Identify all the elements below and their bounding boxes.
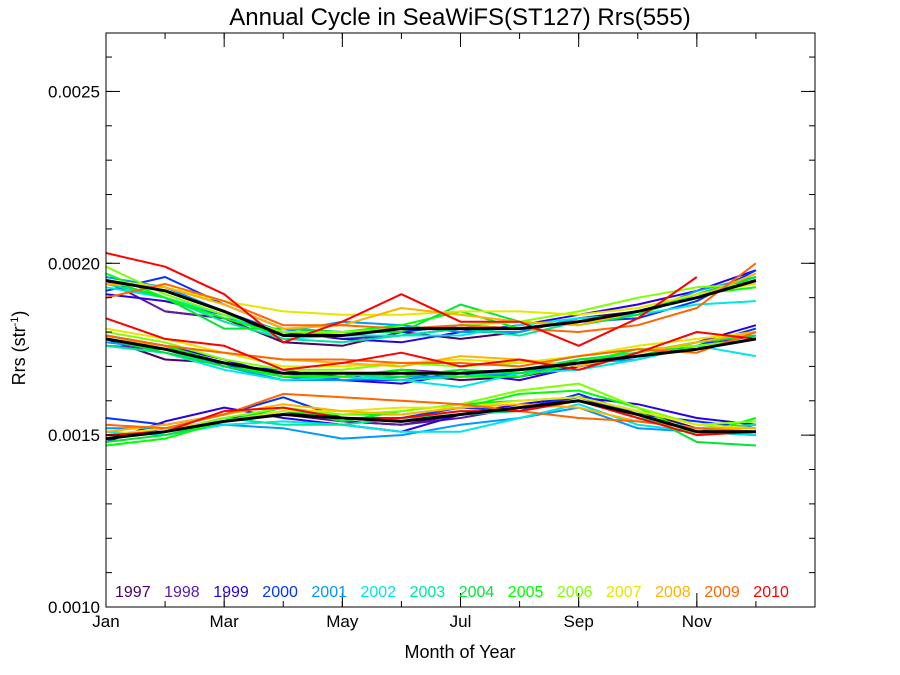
mean-line-middle xyxy=(105,337,757,375)
legend-label-2008: 2008 xyxy=(655,584,691,601)
chart-title: Annual Cycle in SeaWiFS(ST127) Rrs(555) xyxy=(229,4,691,31)
legend-label-2003: 2003 xyxy=(410,584,446,601)
series-line-1999-lower xyxy=(105,396,757,443)
series-line-2010-upper xyxy=(105,252,698,347)
x-axis-label: Month of Year xyxy=(404,642,515,662)
y-tick-label: 0.0015 xyxy=(48,426,100,445)
legend-label-2009: 2009 xyxy=(704,584,740,601)
svg-text:Rrs (str-1): Rrs (str-1) xyxy=(9,311,29,386)
series-line-2000-upper xyxy=(105,269,757,333)
plot-frame xyxy=(105,32,816,608)
plot-lines xyxy=(105,252,757,447)
x-tick-label: May xyxy=(326,612,359,631)
mean-line-lower xyxy=(105,399,756,441)
legend-label-2006: 2006 xyxy=(557,584,593,601)
legend: 1997 1998 1999 2000 2001 2002 2003 2004 2005 2006… xyxy=(115,584,789,601)
x-tick-label: Nov xyxy=(682,612,713,631)
y-axis-label-main: Rrs (str xyxy=(9,326,29,385)
legend-label-2004: 2004 xyxy=(459,584,495,601)
x-tick-label: Jan xyxy=(92,612,119,631)
series-line-2005-middle xyxy=(105,334,757,378)
legend-label-2005: 2005 xyxy=(508,584,544,601)
series-line-2008-upper xyxy=(105,272,757,330)
y-tick-label: 0.0025 xyxy=(48,82,100,101)
legend-label-2002: 2002 xyxy=(361,584,397,601)
legend-label-2001: 2001 xyxy=(311,584,347,601)
x-tick-label: Jul xyxy=(450,612,472,631)
series-line-2010-lower xyxy=(105,399,756,437)
y-axis-label-sup: -1 xyxy=(9,317,21,327)
series-line-2009-upper xyxy=(105,262,757,333)
legend-label-2010: 2010 xyxy=(753,584,789,601)
legend-label-2007: 2007 xyxy=(606,584,642,601)
axes: 0.0010 0.0015 0.0020 0.0025 Jan Mar May Jul Sep N… xyxy=(48,32,816,631)
series-line-2010-middle xyxy=(105,317,757,371)
legend-label-1997: 1997 xyxy=(115,584,151,601)
series-line-2002-middle xyxy=(105,344,757,388)
y-tick-label: 0.0020 xyxy=(48,254,100,273)
series-line-2002-lower xyxy=(105,403,756,437)
y-axis-label-close: ) xyxy=(9,311,29,317)
mean-line-upper xyxy=(105,279,757,337)
y-axis-label: Rrs (str-1) xyxy=(9,311,29,386)
legend-label-1998: 1998 xyxy=(164,584,200,601)
x-tick-label: Sep xyxy=(564,612,594,631)
series-line-2001-lower xyxy=(106,406,757,440)
series-line-2009-lower xyxy=(105,392,756,433)
x-tick-label: Mar xyxy=(210,612,240,631)
legend-label-1999: 1999 xyxy=(213,584,249,601)
y-tick-label: 0.0010 xyxy=(48,598,100,617)
legend-label-2000: 2000 xyxy=(262,584,298,601)
